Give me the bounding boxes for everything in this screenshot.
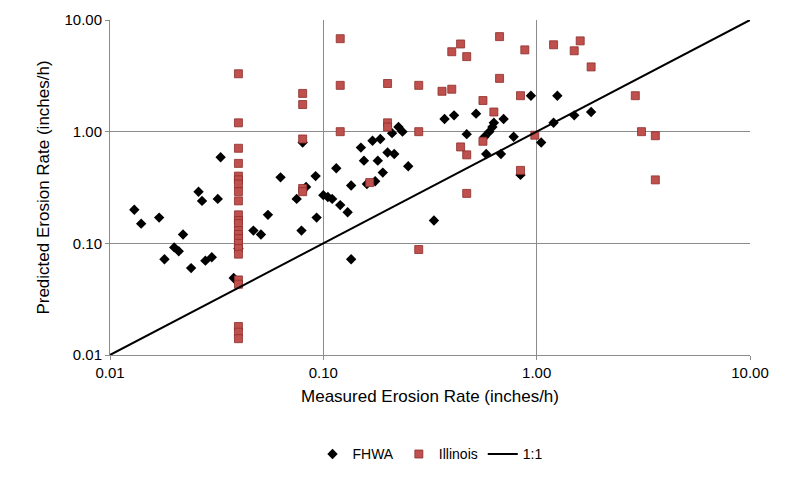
svg-text:0.01: 0.01 [73,346,102,363]
svg-text:Illinois: Illinois [439,446,478,462]
svg-text:Predicted Erosion Rate (inches: Predicted Erosion Rate (inches/h) [34,60,53,314]
svg-text:0.10: 0.10 [73,235,102,252]
svg-text:Measured Erosion Rate (inches/: Measured Erosion Rate (inches/h) [301,387,559,406]
svg-text:1:1: 1:1 [523,446,543,462]
svg-text:10.00: 10.00 [731,364,769,381]
svg-text:0.10: 0.10 [309,364,338,381]
svg-text:10.00: 10.00 [64,11,102,28]
svg-text:1.00: 1.00 [73,123,102,140]
svg-text:FHWA: FHWA [353,446,394,462]
svg-text:1.00: 1.00 [522,364,551,381]
svg-text:0.01: 0.01 [95,364,124,381]
